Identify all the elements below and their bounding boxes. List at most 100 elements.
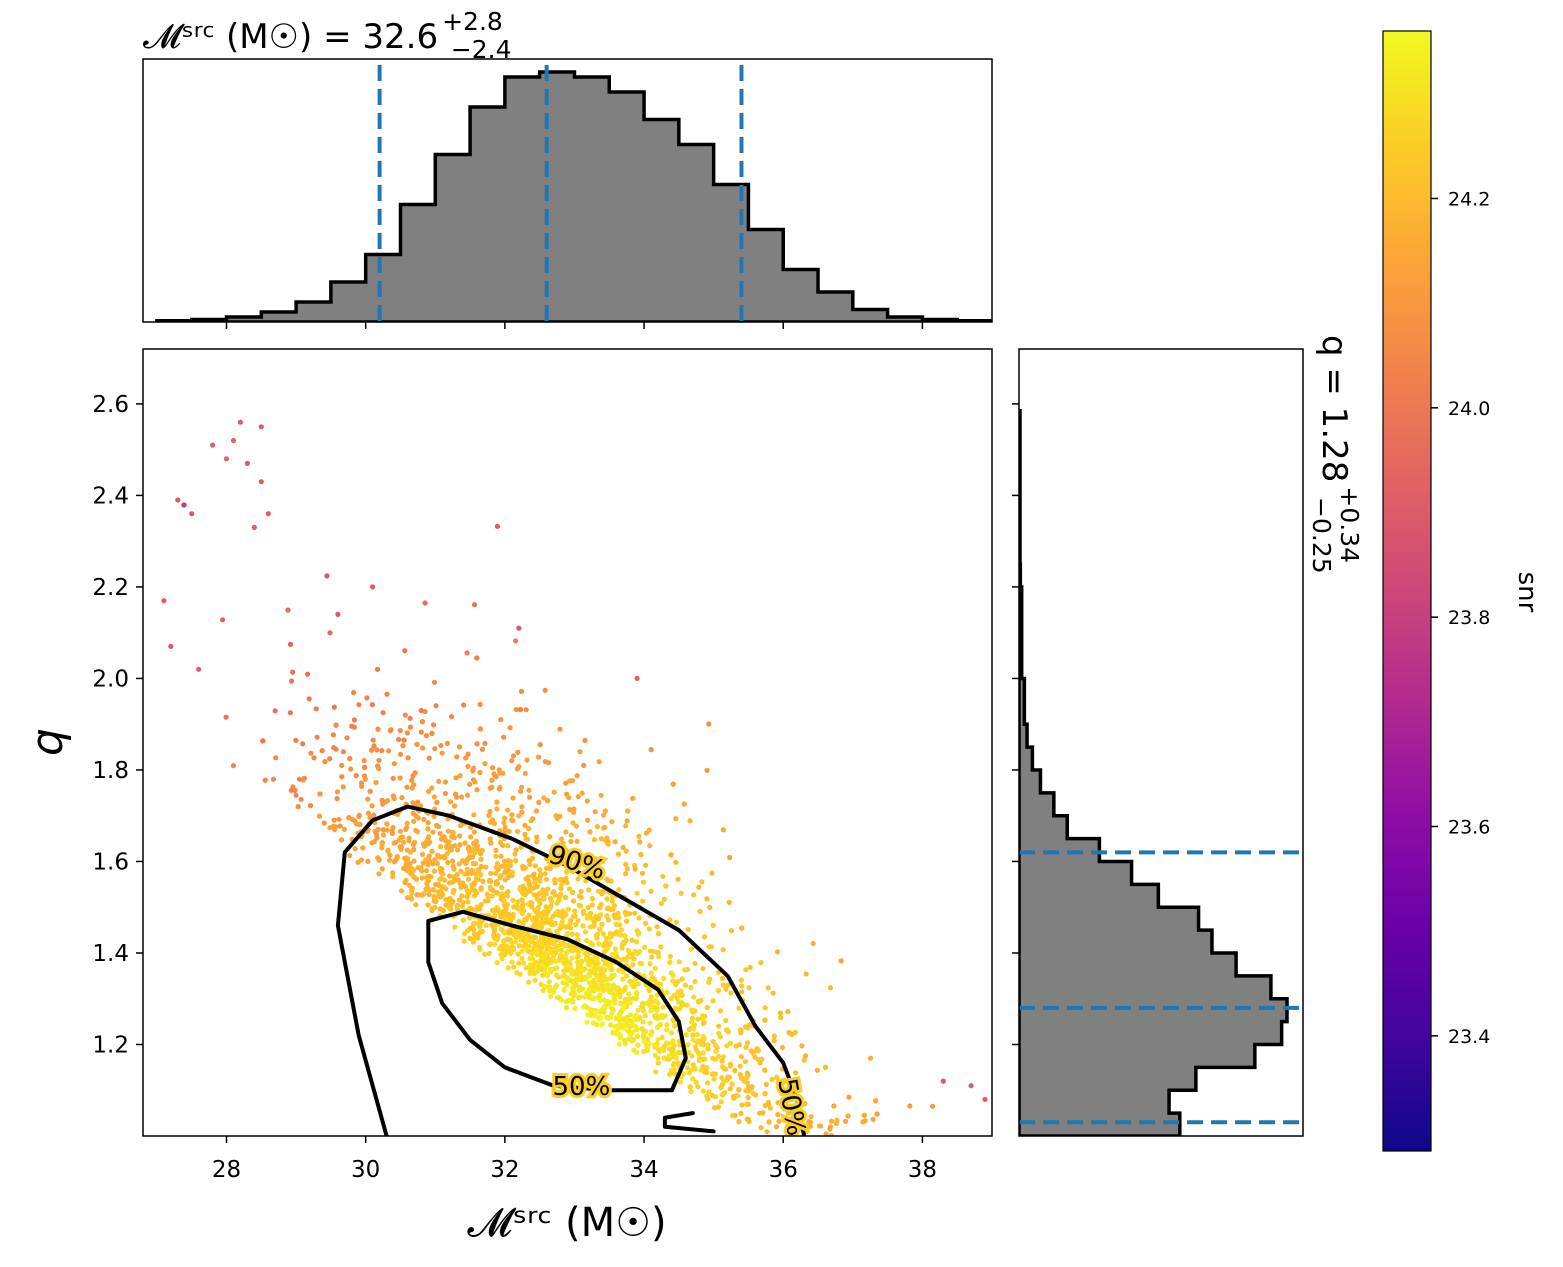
scatter-point (419, 875, 425, 881)
scatter-point (673, 816, 679, 822)
scatter-point (658, 944, 664, 950)
scatter-point (609, 894, 616, 900)
scatter-point (471, 829, 477, 835)
scatter-point (500, 938, 507, 944)
scatter-point (700, 1050, 707, 1056)
scatter-point (298, 796, 304, 802)
scatter-point (646, 988, 652, 994)
scatter-point (594, 935, 600, 941)
scatter-point (457, 833, 463, 839)
scatter-point (589, 902, 596, 908)
scatter-point (707, 904, 713, 911)
colorbar: 23.4 23.6 23.8 24.0 24.2 snr (1382, 30, 1542, 1152)
scatter-point (454, 794, 460, 800)
scatter-point (570, 809, 577, 816)
scatter-point (386, 857, 393, 863)
contour-label-1: 50% (553, 1072, 611, 1102)
scatter-point (513, 638, 519, 644)
scatter-point (623, 871, 629, 877)
scatter-point (508, 950, 514, 957)
scatter-point (666, 1046, 672, 1052)
scatter-point (720, 947, 726, 953)
scatter-point (532, 934, 538, 941)
scatter-point (799, 1043, 805, 1049)
y-tick-label: 1.2 (92, 1032, 129, 1058)
scatter-point (612, 915, 618, 921)
scatter-point (560, 914, 566, 920)
scatter-point (686, 1026, 692, 1032)
scatter-point (314, 734, 320, 740)
scatter-point (237, 419, 243, 425)
scatter-point (742, 1059, 749, 1065)
scatter-point (803, 1053, 809, 1059)
scatter-point (494, 860, 500, 867)
scatter-point (603, 935, 610, 941)
scatter-point (533, 947, 540, 953)
scatter-point (704, 1080, 711, 1086)
scatter-point (457, 773, 463, 779)
scatter-point (732, 1067, 738, 1074)
scatter-point (341, 826, 347, 832)
scatter-point (730, 1113, 736, 1119)
scatter-point (704, 1093, 710, 1099)
scatter-point (643, 830, 650, 836)
scatter-point (744, 1101, 750, 1107)
scatter-point (336, 816, 342, 822)
scatter-point (515, 749, 521, 755)
scatter-point (494, 936, 500, 943)
scatter-point (639, 1026, 645, 1032)
scatter-point (321, 820, 327, 826)
scatter-point (541, 896, 547, 902)
scatter-point (667, 917, 673, 923)
scatter-point (223, 714, 229, 720)
right-title: q = 1.28+0.34−0.25 (1307, 335, 1364, 574)
scatter-point (744, 1074, 750, 1080)
scatter-point (558, 947, 565, 954)
scatter-point (623, 823, 629, 829)
scatter-point (486, 950, 492, 957)
scatter-point (563, 780, 569, 786)
scatter-point (451, 835, 457, 841)
scatter-point (589, 1012, 595, 1018)
scatter-point (647, 961, 653, 967)
scatter-point (567, 778, 573, 784)
scatter-point (617, 922, 623, 928)
scatter-point (445, 859, 451, 866)
scatter-point (413, 902, 419, 908)
scatter-point (293, 737, 299, 743)
scatter-point (626, 991, 632, 997)
scatter-point (461, 702, 467, 708)
colorbar-tick-label: 23.4 (1448, 1026, 1490, 1048)
scatter-point (622, 1021, 628, 1027)
scatter-point (822, 1064, 829, 1070)
scatter-point (479, 929, 485, 935)
scatter-point (493, 847, 499, 854)
colorbar-tick-label: 24.2 (1448, 188, 1490, 210)
scatter-point (376, 857, 382, 863)
scatter-point (619, 945, 625, 951)
scatter-point (24, 553, 29, 558)
scatter-point (407, 715, 413, 721)
scatter-point (762, 1091, 768, 1097)
scatter-point (570, 898, 577, 904)
scatter-point (415, 815, 421, 821)
scatter-point (624, 866, 630, 872)
main-panel: 90%50% 50% 28 30 32 34 36 38 1.21.41.61.82.02.… (22, 348, 993, 1246)
scatter-point (612, 839, 618, 845)
scatter-point (360, 845, 366, 851)
scatter-point (529, 950, 535, 957)
scatter-point (477, 769, 483, 776)
scatter-point (334, 789, 341, 795)
scatter-point (622, 996, 628, 1002)
scatter-point (667, 1071, 673, 1077)
scatter-point (431, 813, 437, 820)
scatter-point (623, 848, 629, 854)
scatter-point (743, 1044, 749, 1050)
scatter-point (370, 584, 376, 590)
scatter-point (600, 931, 607, 937)
top-x-ticks (225, 322, 924, 329)
scatter-point (422, 708, 428, 715)
scatter-point (720, 982, 726, 988)
scatter-point (562, 943, 568, 949)
scatter-point (575, 794, 581, 800)
